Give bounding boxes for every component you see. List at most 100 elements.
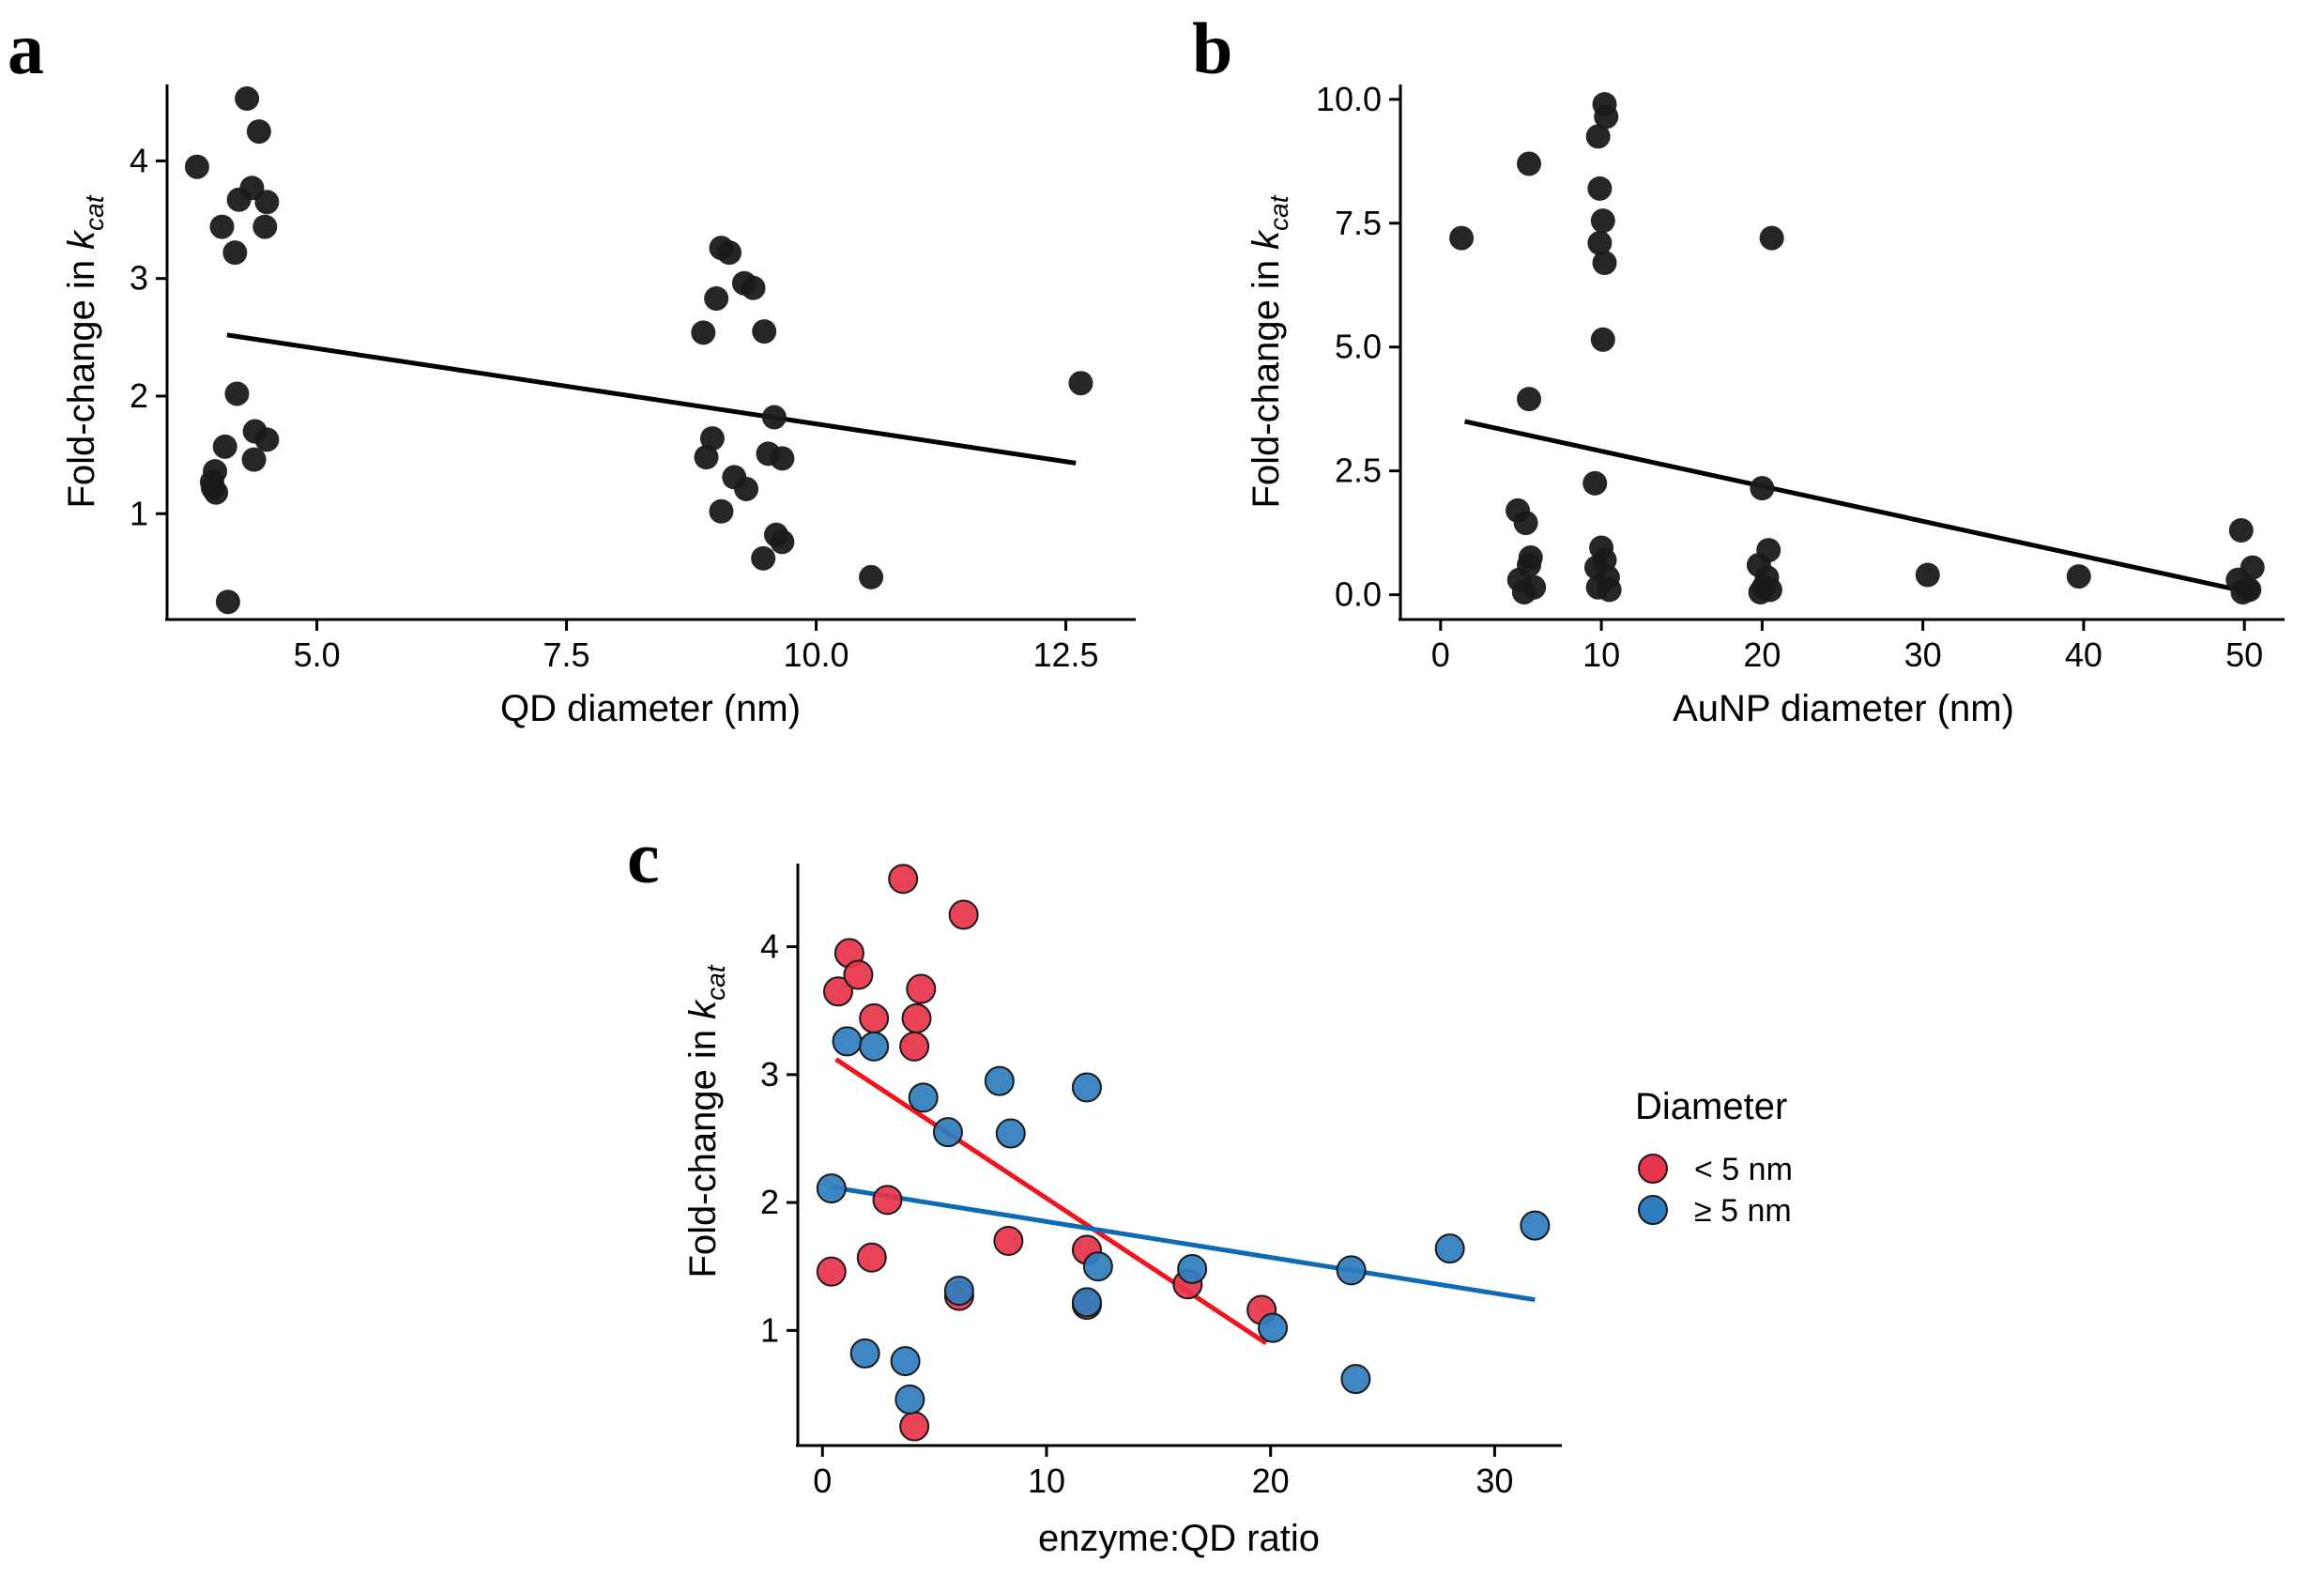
data-point-c: [856, 1242, 887, 1273]
data-point-b: [1449, 225, 1475, 251]
data-point-a: [734, 476, 759, 501]
data-point-c: [899, 1411, 930, 1442]
data-point-a: [704, 286, 729, 311]
data-point-a: [761, 405, 787, 430]
data-point-c: [948, 899, 979, 930]
y-axis-title-b: Fold-change in kcat: [1246, 194, 1293, 508]
data-point-c: [899, 1031, 930, 1062]
data-point-a: [252, 214, 278, 239]
x-tick-label-a: 7.5: [543, 635, 590, 674]
data-point-a: [235, 86, 260, 112]
legend-key-large: [1638, 1195, 1668, 1225]
y-axis-title-a-symbol: k: [61, 229, 102, 250]
x-ticks-c: 0 10 20 30: [813, 1446, 1513, 1500]
data-point-a: [741, 275, 766, 300]
y-tick-label-b: 5.0: [1335, 328, 1382, 366]
data-point-b: [2235, 576, 2260, 602]
y-ticks-c: 1 2 3 4: [760, 927, 798, 1349]
x-axis-title-c: enzyme:QD ratio: [1038, 1518, 1320, 1559]
data-point-c: [1082, 1251, 1113, 1282]
legend: Diameter < 5 nm ≥ 5 nm: [1635, 1086, 1793, 1229]
y-tick-label-a: 4: [130, 141, 148, 179]
data-point-c: [832, 1026, 863, 1057]
data-point-b: [2228, 518, 2254, 543]
x-axis-title-a: QD diameter (nm): [500, 688, 801, 729]
data-point-a: [694, 445, 719, 470]
y-tick-label-a: 1: [130, 494, 148, 532]
data-point-b: [1590, 327, 1615, 352]
data-point-b: [1750, 476, 1775, 501]
data-point-b: [1517, 151, 1542, 176]
data-point-c: [906, 973, 937, 1004]
panel-label-a: a: [8, 8, 44, 89]
data-point-b: [1590, 208, 1615, 234]
data-point-b: [1585, 124, 1611, 149]
data-point-b: [1517, 387, 1542, 412]
y-axis-title-c-prefix: Fold-change in: [682, 1019, 724, 1278]
y-axis-title-a: Fold-change in kcat: [61, 194, 109, 508]
data-point-a: [709, 498, 734, 524]
x-tick-label-b: 0: [1431, 635, 1450, 674]
y-axis-title-b-prefix: Fold-change in: [1246, 250, 1287, 509]
fit-lines-b: [1463, 419, 2245, 594]
y-ticks-a: 1 2 3 4: [130, 141, 167, 532]
data-point-c: [890, 1346, 921, 1377]
x-tick-label-a: 5.0: [294, 635, 341, 674]
data-point-c: [932, 1117, 963, 1148]
x-tick-label-c: 30: [1475, 1461, 1513, 1500]
data-point-a: [209, 214, 235, 239]
data-point-a: [770, 529, 795, 555]
legend-key-small: [1638, 1154, 1668, 1184]
fit-line-a: [226, 332, 1077, 466]
data-point-a: [699, 426, 725, 451]
y-tick-label-c: 2: [760, 1183, 779, 1221]
y-tick-label-b: 10.0: [1316, 80, 1382, 118]
x-tick-label-c: 10: [1028, 1461, 1065, 1500]
data-point-a: [691, 320, 716, 345]
data-point-c: [816, 1173, 847, 1204]
data-point-a: [222, 240, 248, 266]
data-point-b: [1582, 470, 1608, 496]
points-b: [1449, 92, 2265, 604]
x-tick-label-a: 12.5: [1032, 635, 1098, 674]
y-tick-label-c: 3: [760, 1055, 779, 1094]
x-tick-label-b: 40: [2065, 635, 2102, 674]
fit-line-b: [1463, 419, 2245, 594]
data-point-a: [241, 447, 267, 472]
data-point-a: [1068, 371, 1093, 396]
fit-line-c: [831, 1185, 1536, 1303]
y-ticks-b: 0.0 2.5 5.0 7.5 10.0: [1316, 80, 1400, 614]
data-point-a: [752, 319, 777, 344]
data-point-a: [204, 480, 229, 505]
data-point-c: [843, 959, 874, 990]
panel-label-c: c: [627, 817, 660, 898]
data-point-c: [908, 1082, 939, 1113]
data-point-c: [1340, 1364, 1371, 1395]
data-point-a: [215, 589, 240, 615]
y-axis-title-a-subscript: cat: [80, 194, 109, 231]
data-point-c: [849, 1338, 880, 1369]
legend-label-small: < 5 nm: [1694, 1152, 1793, 1187]
legend-label-large: ≥ 5 nm: [1694, 1193, 1792, 1229]
data-point-c: [816, 1256, 847, 1287]
data-point-c: [822, 976, 853, 1007]
panel-b: b 0 10 20 30 40 50 0.0 2.5 5.0 7.5 10.0 AuNP diam…: [1192, 8, 2285, 729]
data-point-b: [1513, 511, 1538, 536]
data-point-b: [1597, 577, 1622, 603]
data-point-b: [1511, 579, 1537, 604]
data-point-c: [894, 1384, 925, 1415]
data-point-b: [1587, 176, 1613, 201]
panel-c: c 0 10 20 30 1 2 3 4 enzyme:QD ratio Fold-chan…: [627, 817, 1793, 1559]
data-point-a: [859, 564, 884, 589]
data-point-c: [984, 1065, 1015, 1096]
data-point-b: [1915, 562, 1940, 588]
x-ticks-b: 0 10 20 30 40 50: [1431, 620, 2263, 674]
data-point-a: [751, 545, 776, 571]
data-point-c: [1177, 1253, 1208, 1284]
y-axis-title-b-subscript: cat: [1264, 194, 1293, 231]
data-point-b: [1592, 251, 1617, 275]
data-point-c: [901, 1002, 932, 1033]
y-axis-title-a-prefix: Fold-change in: [61, 250, 102, 509]
data-point-c: [1520, 1210, 1551, 1241]
